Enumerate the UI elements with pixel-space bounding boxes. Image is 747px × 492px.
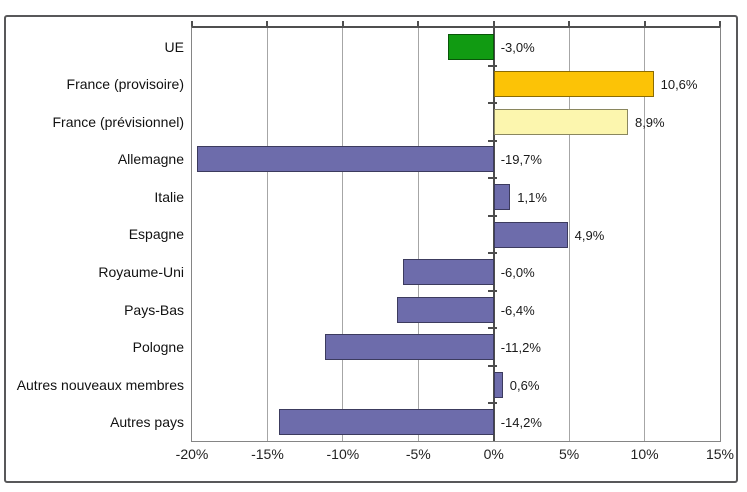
- category-label: Pologne: [132, 339, 184, 356]
- bar-value-label: -11,2%: [500, 340, 541, 356]
- bar-value-label: 0,6%: [509, 377, 540, 393]
- gridline: [266, 28, 268, 441]
- x-tick-label: -15%: [251, 446, 284, 462]
- axis-tick-mark: [341, 21, 344, 26]
- category-tick-mark: [487, 139, 497, 142]
- axis-tick-mark: [266, 21, 269, 26]
- gridline: [417, 28, 419, 441]
- category-label: UE: [164, 38, 184, 55]
- axis-tick-mark: [492, 21, 495, 26]
- x-tick-label: 15%: [705, 446, 735, 462]
- category-tick-mark: [487, 252, 497, 255]
- gridline: [644, 28, 646, 441]
- category-tick-mark: [487, 327, 497, 330]
- axis-tick-mark: [568, 21, 571, 26]
- bar-value-label: -6,4%: [500, 302, 535, 318]
- category-label: France (provisoire): [66, 76, 184, 93]
- category-tick-mark: [487, 402, 497, 405]
- category-label: Royaume-Uni: [98, 264, 184, 281]
- axis-tick-mark: [191, 21, 193, 26]
- axis-tick-mark: [417, 21, 420, 26]
- bar: [493, 71, 654, 98]
- x-tick-label: 5%: [559, 446, 580, 462]
- bar-value-label: 1,1%: [517, 189, 547, 205]
- category-tick-mark: [487, 64, 497, 67]
- bar: [493, 183, 511, 210]
- bar: [493, 221, 568, 248]
- category-label: Espagne: [128, 226, 184, 243]
- category-label: Allemagne: [117, 151, 184, 168]
- category-label: Autres nouveaux membres: [16, 376, 184, 393]
- bar-value-label: 10,6%: [660, 77, 698, 93]
- category-label: France (prévisionnel): [52, 113, 185, 130]
- axis-tick-mark: [719, 21, 721, 26]
- bar: [493, 108, 628, 135]
- bar-value-label: -19,7%: [500, 152, 542, 168]
- category-tick-mark: [487, 177, 497, 180]
- gridline: [342, 28, 344, 441]
- bar: [397, 296, 494, 323]
- bar: [493, 371, 503, 398]
- bar: [448, 33, 494, 60]
- x-tick-label: -10%: [326, 446, 360, 462]
- bar-value-label: -3,0%: [500, 39, 535, 55]
- bar-value-label: -6,0%: [500, 265, 535, 281]
- category-tick-mark: [487, 102, 497, 105]
- gridline: [568, 28, 570, 441]
- category-label: Italie: [154, 188, 184, 205]
- bar: [324, 334, 494, 361]
- axis-tick-mark: [643, 21, 646, 26]
- bar: [196, 146, 494, 173]
- x-tick-label: -5%: [405, 446, 431, 462]
- category-tick-mark: [487, 289, 497, 292]
- plot-area: -3,0% 10,6% 8,9% -19,7% 1,1% 4,9% -6,0% -6,4% -1…: [191, 21, 721, 442]
- bar: [279, 409, 494, 436]
- x-tick-label: -20%: [175, 446, 209, 462]
- bar-value-label: -14,2%: [500, 415, 542, 431]
- x-tick-label: 10%: [630, 446, 659, 462]
- category-label: Pays-Bas: [124, 301, 184, 318]
- category-label: Autres pays: [110, 414, 184, 431]
- bar-value-label: 4,9%: [574, 227, 605, 243]
- bar-value-label: 8,9%: [634, 114, 665, 130]
- category-tick-mark: [487, 364, 497, 367]
- category-tick-mark: [487, 214, 497, 217]
- x-tick-label: 0%: [483, 446, 504, 462]
- bar: [403, 259, 494, 286]
